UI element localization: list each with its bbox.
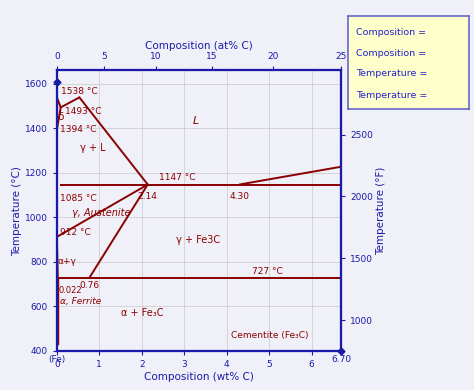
Text: 1085 °C: 1085 °C (60, 194, 97, 203)
Y-axis label: Temperature (°F): Temperature (°F) (376, 167, 386, 255)
Text: L: L (193, 117, 199, 126)
Text: 0.76: 0.76 (79, 282, 99, 291)
Text: 1538 °C: 1538 °C (61, 87, 98, 96)
Text: 0.022: 0.022 (58, 286, 82, 295)
Text: α, Ferrite: α, Ferrite (60, 298, 101, 307)
Text: 1493 °C: 1493 °C (64, 107, 101, 117)
Y-axis label: Temperature (°C): Temperature (°C) (12, 166, 22, 255)
Text: Temperature =: Temperature = (356, 69, 427, 78)
Text: 1147 °C: 1147 °C (159, 173, 195, 182)
Text: γ + Fe3C: γ + Fe3C (176, 234, 220, 245)
X-axis label: Composition (at% C): Composition (at% C) (145, 41, 253, 51)
Text: (Fe): (Fe) (48, 355, 65, 364)
Text: 727 °C: 727 °C (252, 267, 283, 276)
Text: α + Fe₃C: α + Fe₃C (120, 308, 163, 318)
Text: 1394 °C: 1394 °C (60, 125, 97, 134)
Text: 2.14: 2.14 (138, 192, 158, 201)
Text: γ + L: γ + L (80, 143, 106, 153)
X-axis label: Composition (wt% C): Composition (wt% C) (144, 372, 254, 382)
Text: Composition =: Composition = (356, 28, 426, 37)
Text: Cementite (Fe₃C): Cementite (Fe₃C) (231, 331, 309, 340)
Text: α+γ: α+γ (58, 257, 77, 266)
Text: 912 °C: 912 °C (60, 228, 91, 237)
Text: γ, Austenite: γ, Austenite (72, 208, 130, 218)
Text: Composition =: Composition = (356, 48, 426, 58)
Text: 6.70: 6.70 (331, 355, 351, 364)
Text: 4.30: 4.30 (229, 192, 249, 201)
Text: δ: δ (58, 112, 64, 122)
Text: Temperature =: Temperature = (356, 90, 427, 100)
